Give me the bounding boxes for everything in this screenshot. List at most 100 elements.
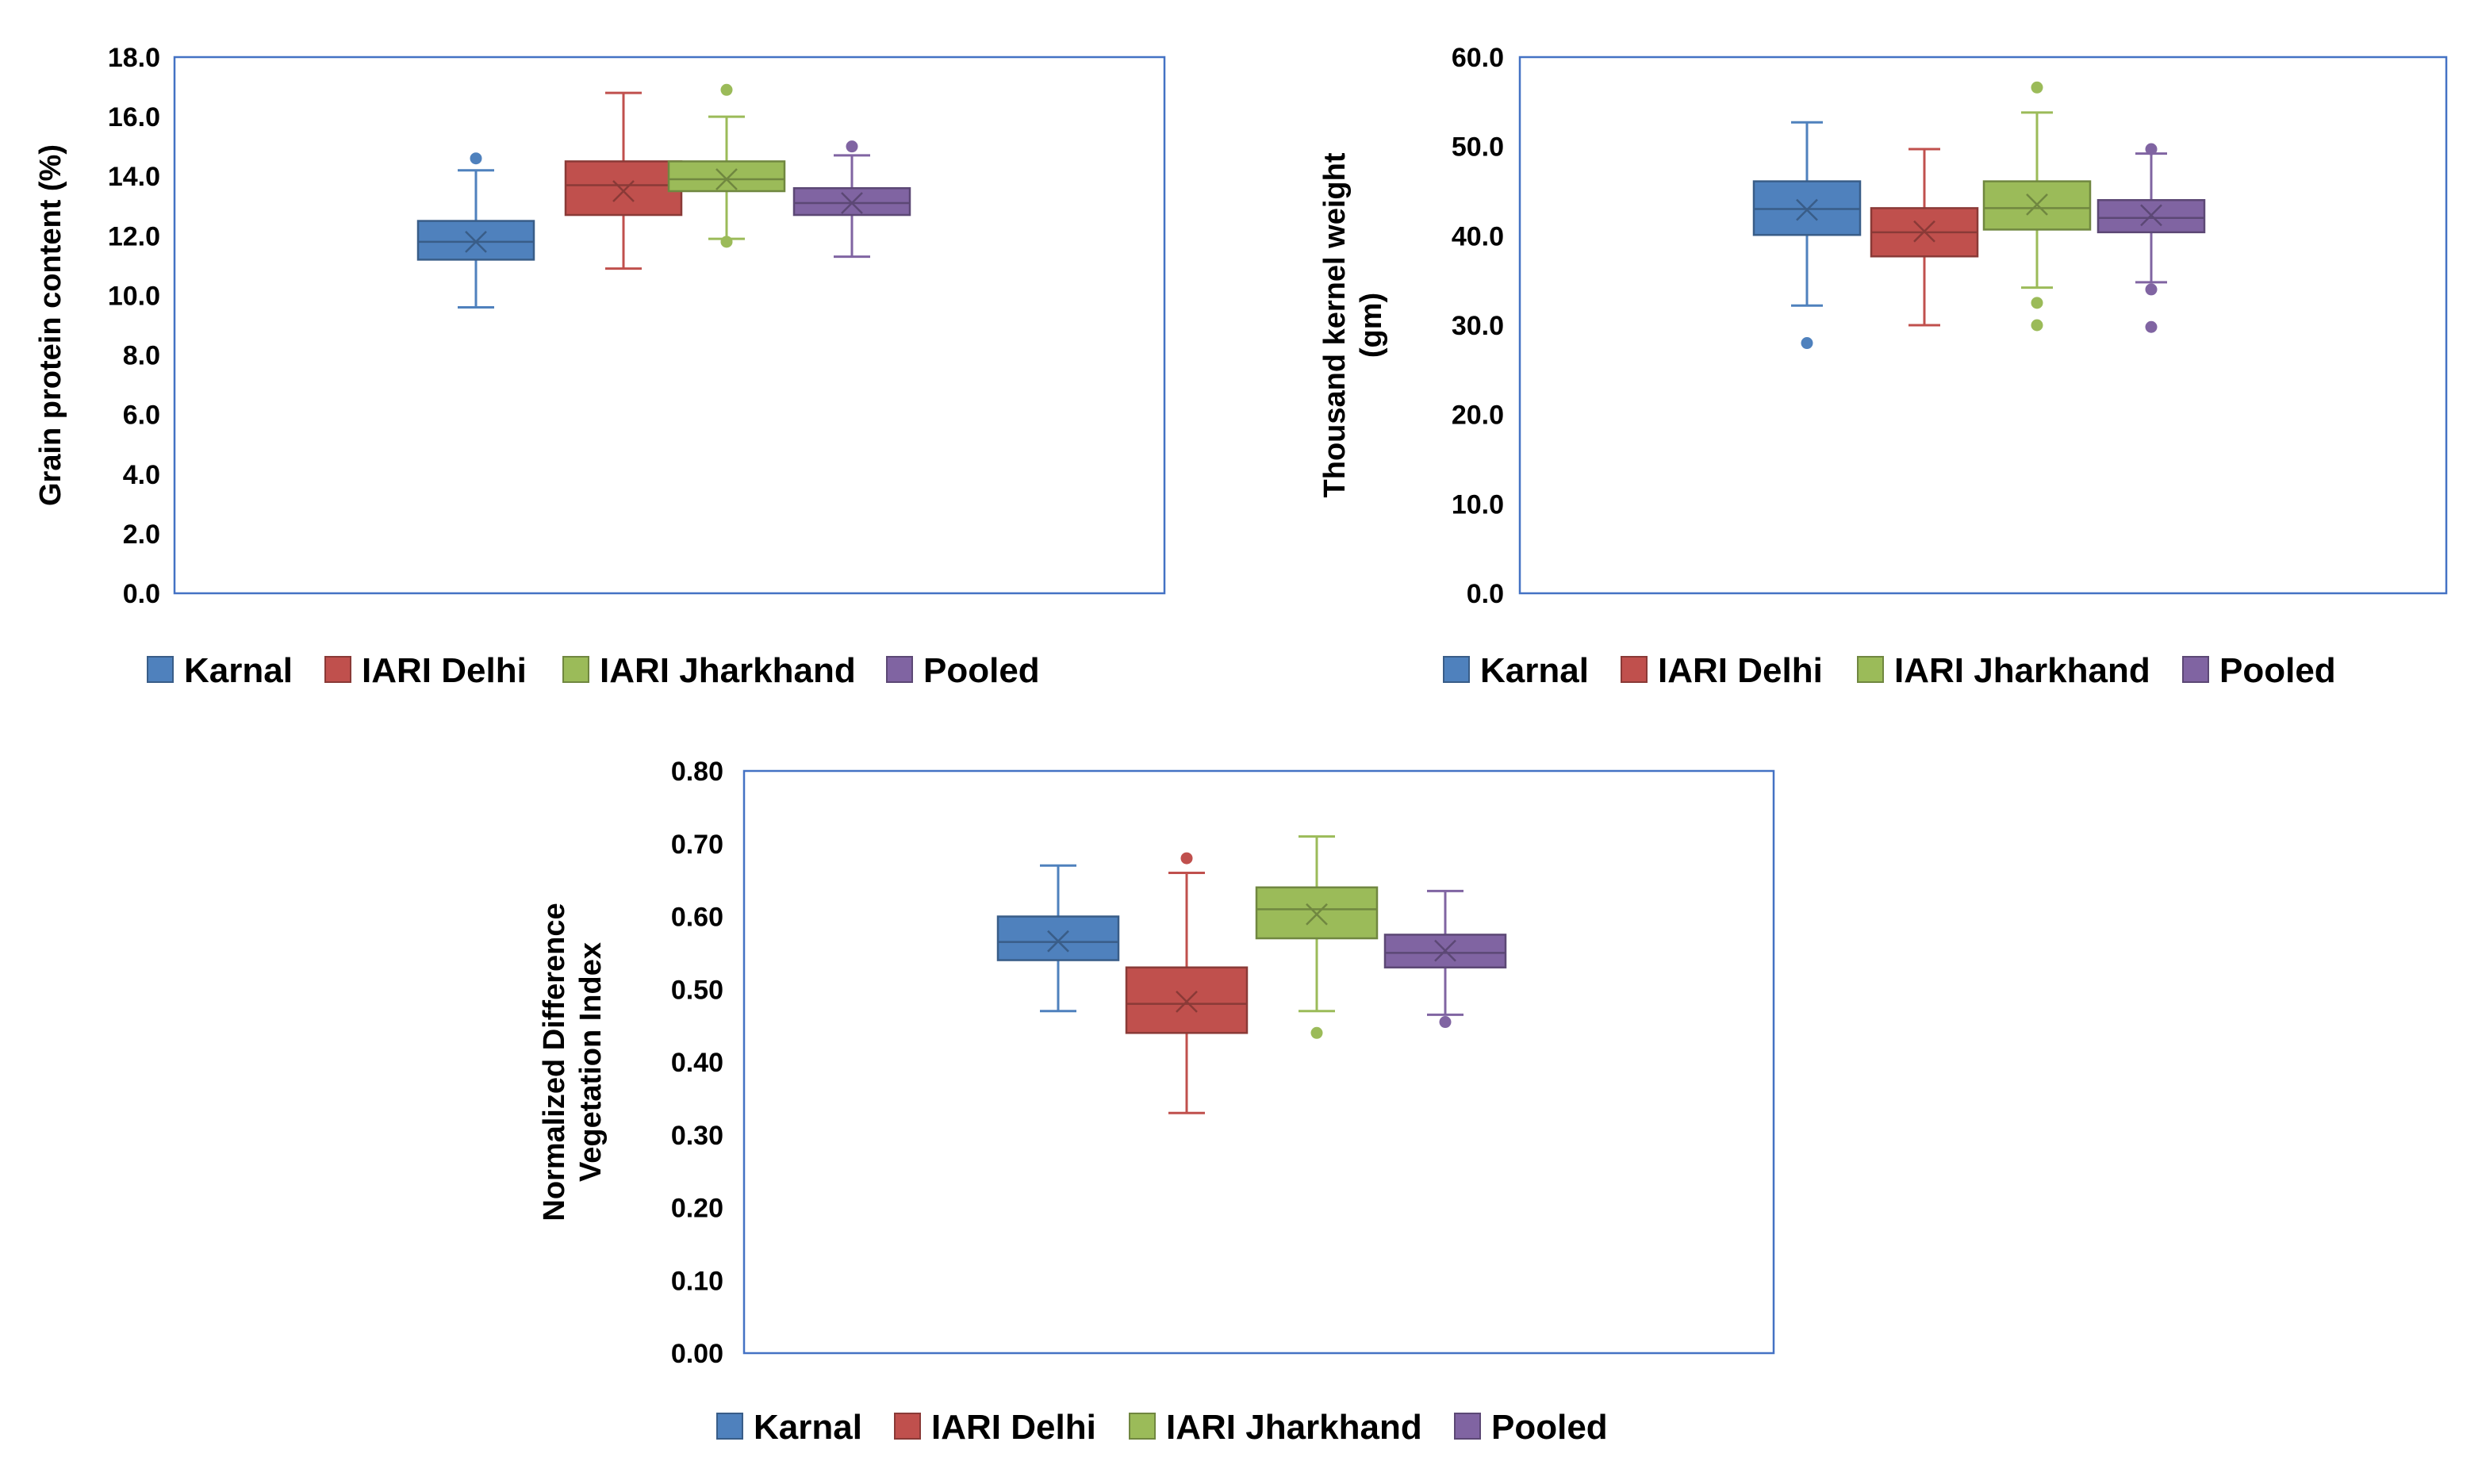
y-tick-label: 0.0: [123, 579, 160, 609]
outlier-point: [2031, 297, 2043, 309]
outlier-point: [846, 140, 858, 153]
box-iari-delhi: [1870, 148, 1979, 327]
legend-item: IARI Jharkhand: [1129, 1408, 1422, 1447]
legend-swatch: [716, 1413, 743, 1440]
legend-item: Karnal: [147, 651, 293, 690]
legend-label: Karnal: [1480, 651, 1589, 690]
legend-item: IARI Delhi: [894, 1408, 1096, 1447]
y-tick-label: 0.0: [1467, 579, 1504, 609]
legend: Karnal IARI Delhi IARI Jharkhand Pooled: [716, 1408, 1608, 1447]
interquartile-box: [1383, 934, 1507, 968]
legend-swatch: [147, 656, 174, 683]
y-tick-label: 60.0: [1452, 43, 1504, 73]
legend-swatch: [324, 656, 351, 683]
mean-marker: [715, 168, 738, 190]
box-iari-jharkhand: [667, 83, 786, 248]
y-tick-label: 16.0: [108, 102, 160, 132]
y-tick-label: 30.0: [1452, 311, 1504, 341]
legend-label: Pooled: [2219, 651, 2336, 690]
chart-tkw: 0.0 10.0 20.0 30.0 40.0 50.0 60.0 Thousand kern…: [1318, 43, 2448, 690]
mean-marker: [1796, 198, 1818, 221]
legend-swatch: [1129, 1413, 1156, 1440]
y-tick-label: 20.0: [1452, 401, 1504, 431]
legend-swatch: [1443, 656, 1470, 683]
y-axis-title: Grain protein content (%): [34, 144, 67, 506]
outlier-point: [2145, 283, 2158, 296]
outlier-point: [2145, 320, 2158, 333]
interquartile-box: [1125, 966, 1249, 1034]
legend-item: Karnal: [1443, 651, 1589, 690]
legend-label: IARI Delhi: [931, 1408, 1096, 1447]
y-tick-label: 6.0: [123, 401, 160, 431]
mean-marker: [2140, 204, 2162, 227]
interquartile-box: [2096, 199, 2206, 234]
y-tick-label: 10.0: [1452, 489, 1504, 520]
interquartile-box: [416, 220, 535, 261]
box-karnal: [996, 864, 1120, 1013]
plot-area-frame: [173, 56, 1166, 595]
legend-label: Pooled: [923, 651, 1040, 690]
chart-ndvi: 0.00 0.10 0.20 0.30 0.40 0.50 0.60 0.70 0.80 Norm…: [538, 757, 1775, 1447]
legend-swatch: [1621, 656, 1648, 683]
y-tick-label: 0.50: [671, 975, 723, 1005]
legend-label: Karnal: [754, 1408, 862, 1447]
y-tick-label: 14.0: [108, 162, 160, 192]
legend-label: IARI Delhi: [1658, 651, 1823, 690]
legend-item: IARI Delhi: [324, 651, 527, 690]
box-iari-delhi: [1125, 852, 1249, 1114]
legend: Karnal IARI Delhi IARI Jharkhand Pooled: [1443, 651, 2336, 690]
outlier-point: [2145, 143, 2158, 155]
y-tick-label: 4.0: [123, 460, 160, 490]
outlier-point: [470, 152, 482, 165]
outlier-point: [1180, 852, 1193, 865]
legend-label: IARI Jharkhand: [600, 651, 856, 690]
outlier-point: [1310, 1026, 1323, 1039]
outlier-point: [2031, 81, 2043, 94]
y-tick-label: 0.60: [671, 903, 723, 933]
box-iari-jharkhand: [1255, 835, 1379, 1039]
mean-marker: [1434, 939, 1456, 962]
y-tick-label: 0.40: [671, 1048, 723, 1078]
legend-item: IARI Jharkhand: [1857, 651, 2150, 690]
mean-marker: [841, 192, 863, 214]
outlier-point: [1801, 337, 1813, 350]
legend-item: Pooled: [2182, 651, 2336, 690]
y-tick-label: 0.10: [671, 1266, 723, 1296]
legend-swatch: [1454, 1413, 1481, 1440]
legend-item: Pooled: [1454, 1408, 1608, 1447]
plot-area-frame: [742, 769, 1775, 1355]
mean-marker: [465, 230, 487, 253]
y-tick-label: 0.30: [671, 1121, 723, 1151]
mean-marker: [1047, 930, 1069, 953]
y-tick-label: 40.0: [1452, 221, 1504, 251]
legend-swatch: [2182, 656, 2209, 683]
legend-item: IARI Delhi: [1621, 651, 1823, 690]
box-iari-jharkhand: [1982, 81, 2092, 332]
y-tick-label: 0.70: [671, 830, 723, 860]
outlier-point: [720, 236, 733, 248]
legend-label: IARI Jharkhand: [1894, 651, 2150, 690]
box-karnal: [1752, 121, 1862, 350]
mean-marker: [1176, 990, 1198, 1013]
box-pooled: [792, 140, 911, 259]
legend-item: Pooled: [886, 651, 1040, 690]
legend-label: IARI Jharkhand: [1166, 1408, 1422, 1447]
mean-marker: [1913, 220, 1935, 243]
box-pooled: [1383, 889, 1507, 1029]
chart-gpc: 0.0 2.0 4.0 6.0 8.0 10.0 12.0 14.0 16.0 18.0 Grain…: [34, 43, 1166, 690]
legend-label: IARI Delhi: [362, 651, 527, 690]
outlier-point: [1439, 1016, 1452, 1029]
legend-swatch: [886, 656, 913, 683]
interquartile-box: [996, 915, 1120, 961]
box-iari-delhi: [564, 91, 683, 270]
y-tick-label: 2.0: [123, 520, 160, 550]
y-tick-label: 0.20: [671, 1194, 723, 1224]
plot-area-frame: [1518, 56, 2448, 595]
legend-label: Pooled: [1491, 1408, 1608, 1447]
y-axis-title: Normalized Difference Vegetation Index: [538, 903, 608, 1221]
interquartile-box: [564, 160, 683, 217]
y-tick-label: 10.0: [108, 281, 160, 311]
legend-swatch: [562, 656, 589, 683]
outlier-point: [720, 83, 733, 96]
y-tick-label: 0.00: [671, 1339, 723, 1369]
